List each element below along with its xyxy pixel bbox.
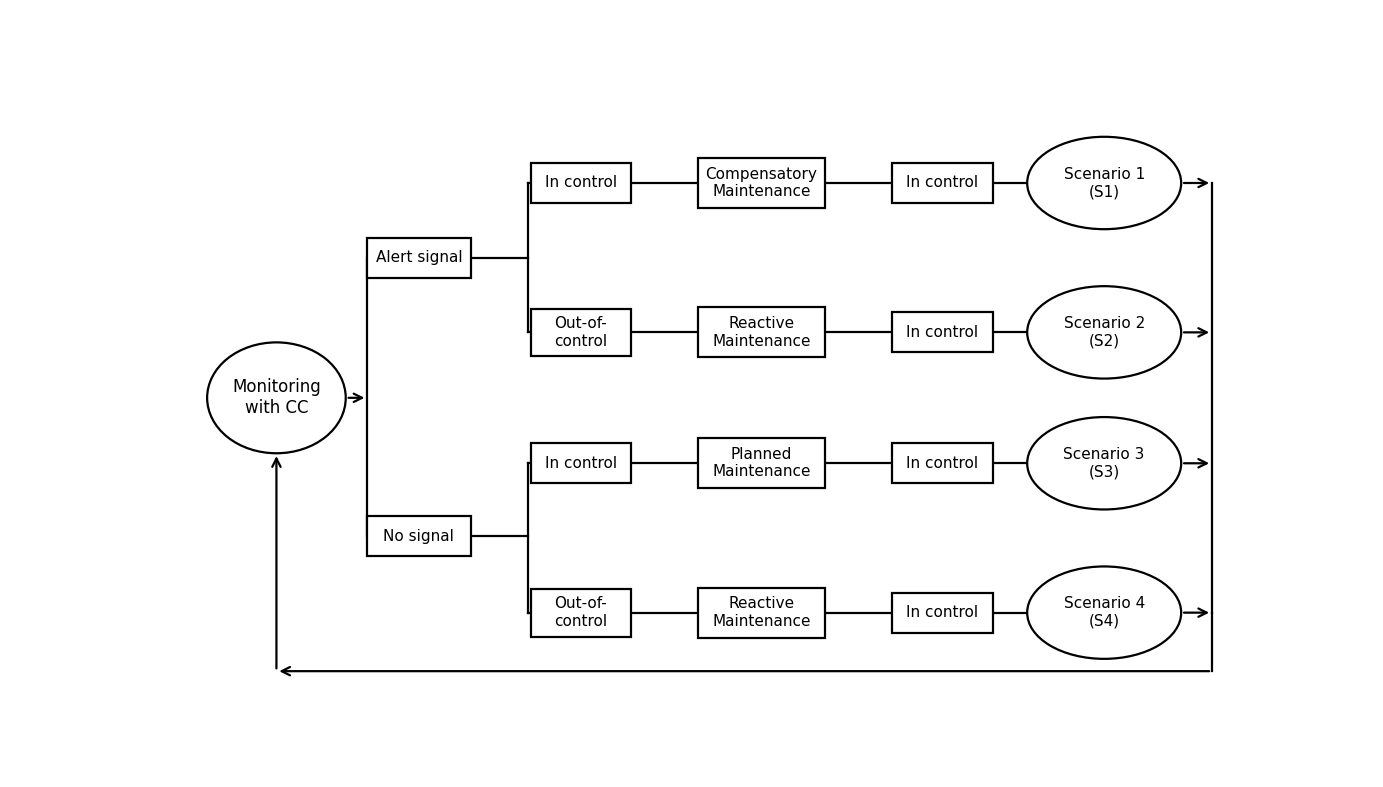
Text: Scenario 4
(S4): Scenario 4 (S4) (1064, 597, 1145, 629)
Text: Planned
Maintenance: Planned Maintenance (712, 447, 810, 479)
Text: Out-of-
control: Out-of- control (555, 316, 607, 349)
Ellipse shape (1028, 417, 1181, 509)
Ellipse shape (207, 342, 346, 453)
Text: No signal: No signal (383, 529, 455, 544)
FancyBboxPatch shape (892, 443, 993, 483)
FancyBboxPatch shape (892, 163, 993, 203)
FancyBboxPatch shape (698, 308, 826, 357)
FancyBboxPatch shape (531, 443, 631, 483)
Text: In control: In control (545, 456, 617, 471)
FancyBboxPatch shape (892, 593, 993, 633)
Ellipse shape (1028, 137, 1181, 229)
FancyBboxPatch shape (698, 158, 826, 208)
FancyBboxPatch shape (366, 516, 470, 556)
Ellipse shape (1028, 567, 1181, 659)
Text: Scenario 1
(S1): Scenario 1 (S1) (1064, 167, 1145, 199)
Text: In control: In control (906, 325, 979, 340)
Text: In control: In control (906, 456, 979, 471)
FancyBboxPatch shape (698, 438, 826, 488)
Text: Monitoring
with CC: Monitoring with CC (232, 379, 321, 417)
FancyBboxPatch shape (531, 589, 631, 637)
Text: Reactive
Maintenance: Reactive Maintenance (712, 597, 810, 629)
Ellipse shape (1028, 286, 1181, 379)
Text: Alert signal: Alert signal (376, 250, 462, 265)
FancyBboxPatch shape (531, 309, 631, 357)
Text: In control: In control (545, 176, 617, 190)
FancyBboxPatch shape (698, 588, 826, 637)
Text: In control: In control (906, 605, 979, 620)
Text: In control: In control (906, 176, 979, 190)
FancyBboxPatch shape (531, 163, 631, 203)
Text: Reactive
Maintenance: Reactive Maintenance (712, 316, 810, 349)
FancyBboxPatch shape (892, 312, 993, 353)
Text: Compensatory
Maintenance: Compensatory Maintenance (705, 167, 817, 199)
FancyBboxPatch shape (366, 238, 470, 278)
Text: Scenario 3
(S3): Scenario 3 (S3) (1064, 447, 1145, 479)
Text: Out-of-
control: Out-of- control (555, 597, 607, 629)
Text: Scenario 2
(S2): Scenario 2 (S2) (1064, 316, 1145, 349)
